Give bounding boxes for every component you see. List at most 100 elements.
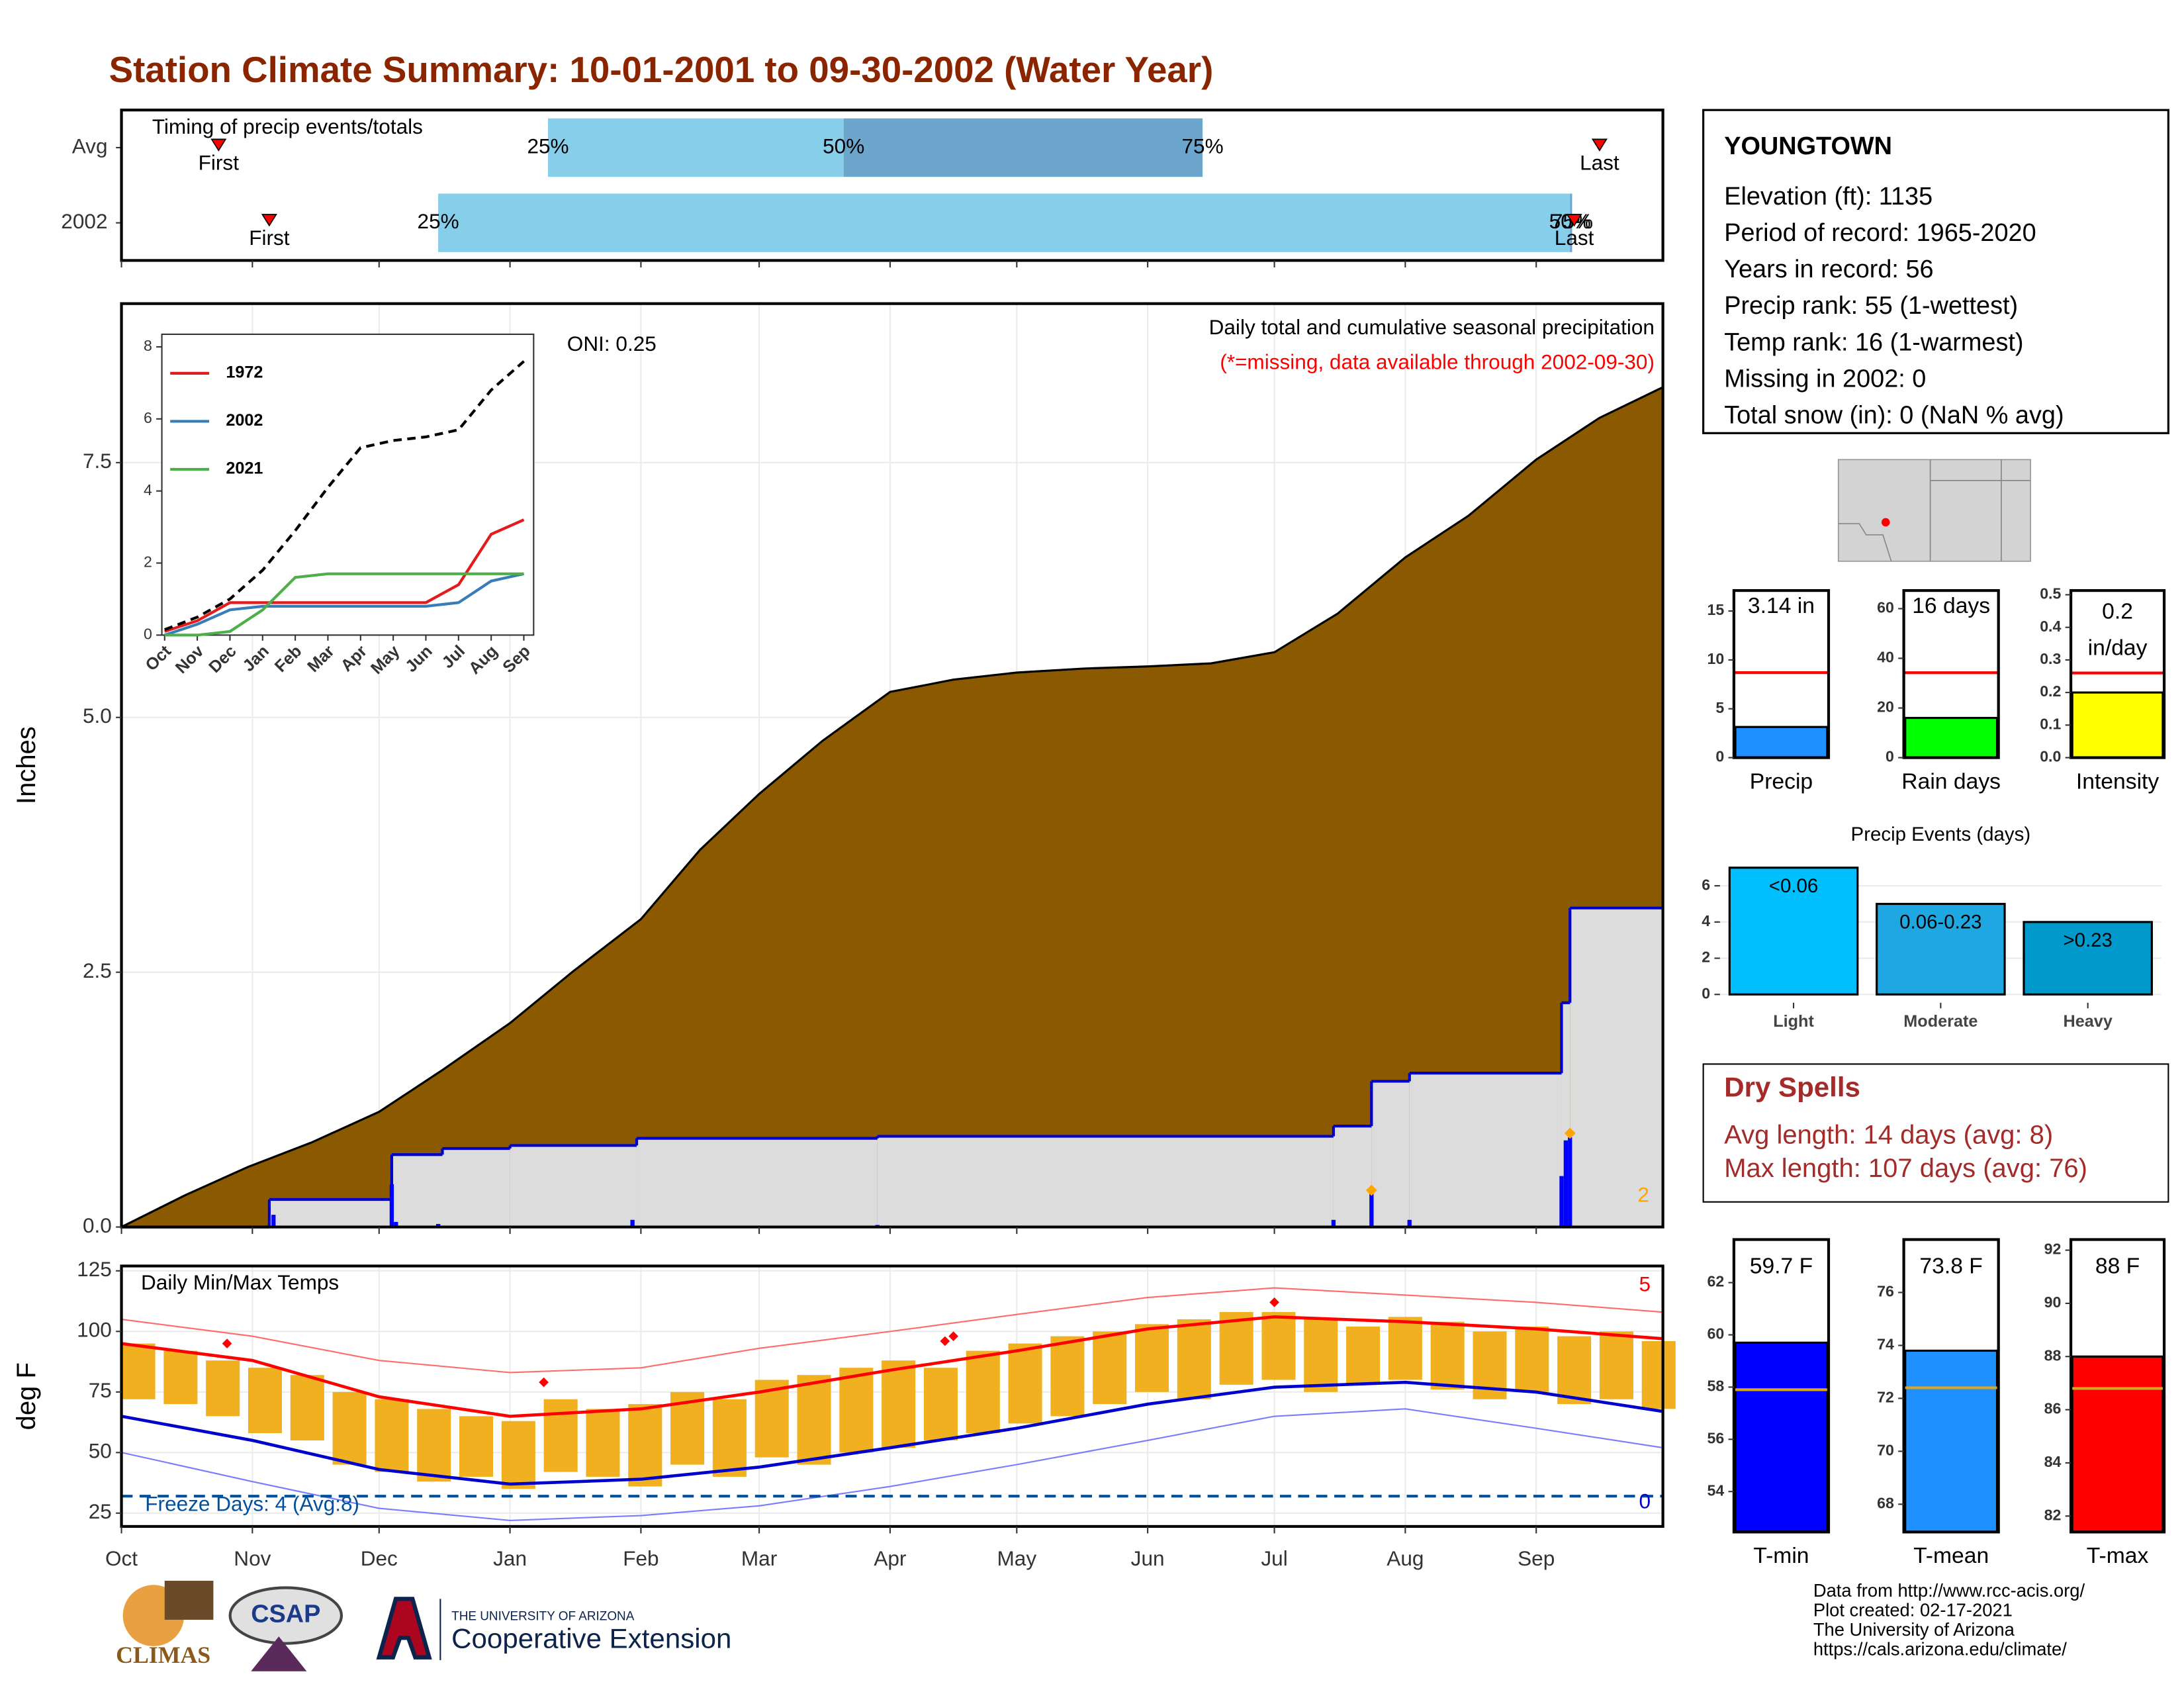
plot-frame (2069, 1238, 2166, 1534)
station-line: Years in record: 56 (1724, 256, 1933, 283)
temp-range-bar (1346, 1326, 1381, 1385)
x-category-label: Precip (1750, 769, 1813, 794)
daily-bar (389, 1184, 394, 1227)
y-tick-label: 6 (144, 409, 152, 426)
legend-label: 2002 (226, 411, 263, 430)
series-line (164, 572, 525, 637)
temp-range-bar (1515, 1326, 1549, 1392)
y-tick-label: 70 (1877, 1442, 1894, 1459)
observed-area (1570, 908, 1663, 1227)
temp-range-bar (163, 1350, 198, 1405)
y-tick-label: 0 (1715, 748, 1724, 765)
y-tick-label: 74 (1877, 1336, 1894, 1353)
y-tick-label: 100 (77, 1318, 112, 1342)
y-tick-label: 0 (144, 626, 152, 643)
dry-spell-line: Avg length: 14 days (avg: 8) (1724, 1120, 2053, 1149)
y-tick-label: 50 (89, 1439, 112, 1463)
credit-line: https://cals.arizona.edu/climate/ (1813, 1638, 2067, 1659)
x-tick-label: Dec (361, 1546, 398, 1570)
station-name: YOUNGTOWN (1724, 132, 1892, 160)
temp-range-bar (1304, 1319, 1338, 1392)
temp-range-bar (923, 1368, 958, 1441)
bar (1734, 726, 1829, 759)
panel-title: Daily Min/Max Temps (141, 1270, 339, 1294)
y-tick-label: 10 (1707, 650, 1724, 667)
y-tick-label: 75 (89, 1378, 112, 1402)
average-area (120, 385, 1664, 1229)
observed-area (1409, 1073, 1562, 1227)
plot-frame (120, 302, 1664, 1229)
quartile-bar (548, 118, 844, 177)
map-border (1838, 523, 1892, 562)
timing-label: First (249, 226, 290, 250)
daily-bar (1563, 1140, 1569, 1227)
y-tick-label: 56 (1707, 1429, 1724, 1446)
credit-line: Data from http://www.rcc-acis.org/ (1813, 1580, 2085, 1601)
record-min-line (121, 1408, 1663, 1521)
y-tick-label: 68 (1877, 1494, 1894, 1511)
dry-spells-title: Dry Spells (1724, 1071, 1860, 1102)
plot-frame (1902, 1238, 2000, 1534)
timing-label: Last (1555, 226, 1594, 250)
freeze-annotation: Freeze Days: 4 (Avg:8) (145, 1492, 359, 1516)
y-tick-label: 125 (77, 1257, 112, 1281)
y-axis-label: Inches (12, 726, 41, 804)
bar (1734, 1341, 1829, 1533)
temp-range-bar (543, 1399, 578, 1472)
value-label: 59.7 F (1750, 1254, 1813, 1278)
timing-label: Last (1580, 151, 1619, 175)
temp-range-bar (797, 1375, 831, 1465)
observed-area (1561, 1002, 1570, 1227)
daily-bar (1568, 1137, 1572, 1227)
quartile-bar (438, 193, 1570, 252)
y-tick-label: 2 (1702, 949, 1710, 966)
x-category-label: T-mean (1913, 1544, 1989, 1568)
temp-range-bar (501, 1421, 535, 1489)
y-tick-label: 0.0 (2040, 748, 2061, 765)
y-tick-label: 60 (1707, 1325, 1724, 1342)
observed-area (877, 1136, 1334, 1227)
y-tick-label: 4 (144, 481, 152, 498)
csap-icon (251, 1636, 307, 1671)
legend-label: 1972 (226, 363, 263, 382)
normal-min-line (121, 1380, 1663, 1486)
timing-marker (1566, 214, 1582, 227)
y-tick-label: 0.3 (2040, 650, 2061, 667)
y-tick-label: 86 (2044, 1400, 2062, 1417)
x-tick-label: Feb (623, 1546, 659, 1570)
locator-map (1837, 459, 2031, 562)
csap-icon (228, 1586, 343, 1645)
y-axis-label: deg F (12, 1362, 41, 1430)
y-tick-label: 0.5 (2040, 585, 2061, 602)
y-tick-label: 20 (1877, 698, 1894, 716)
observed-area (510, 1145, 637, 1227)
high-count: 5 (1639, 1272, 1651, 1295)
record-marker (948, 1331, 958, 1342)
x-tick-label: Aug (1387, 1546, 1424, 1570)
temp-range-bar (332, 1391, 367, 1465)
y-tick-label: 25 (89, 1499, 112, 1523)
y-tick-label: 40 (1877, 649, 1894, 666)
x-tick-label: Mar (741, 1546, 777, 1570)
temp-range-bar (290, 1375, 324, 1441)
y-tick-label: 84 (2044, 1453, 2062, 1470)
annotation: ONI: 0.25 (567, 332, 657, 355)
daily-bar (435, 1223, 441, 1227)
y-tick-label: 8 (144, 337, 152, 354)
temp-range-bar (1093, 1331, 1127, 1405)
station-line: Total snow (in): 0 (NaN % avg) (1724, 402, 2064, 430)
bar (2071, 691, 2164, 759)
y-tick-label: 6 (1702, 876, 1710, 893)
observed-area (442, 1149, 510, 1227)
y-tick-label: 90 (2044, 1293, 2062, 1311)
y-tick-label: 54 (1707, 1481, 1724, 1499)
y-tick-label: 72 (1877, 1389, 1894, 1406)
x-category-label: Light (1773, 1012, 1814, 1031)
x-category-label: T-max (2087, 1544, 2149, 1568)
temp-range-bar (586, 1409, 620, 1477)
bar (1904, 716, 1999, 759)
y-tick-label: 15 (1707, 601, 1724, 618)
record-max-line (121, 1287, 1663, 1374)
timing-title: Timing of precip events/totals (152, 115, 423, 138)
quartile-label: 75% (1182, 134, 1224, 158)
